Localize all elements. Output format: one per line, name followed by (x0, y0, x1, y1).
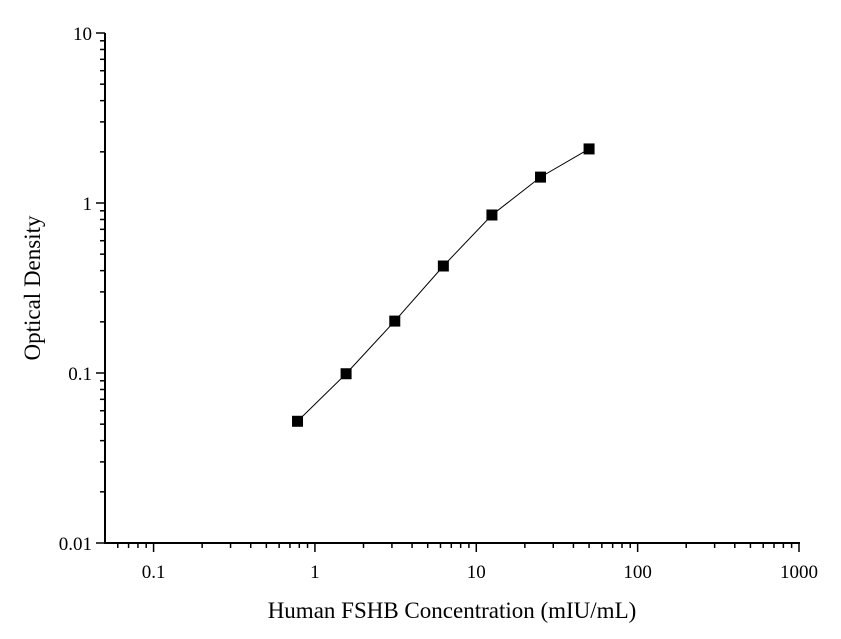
y-tick-label: 0.01 (59, 534, 92, 555)
x-tick-label: 1000 (780, 562, 818, 583)
x-tick-label: 10 (467, 562, 486, 583)
x-tick-label: 1 (310, 562, 320, 583)
data-point (389, 315, 401, 327)
y-axis-label: Optical Density (20, 215, 45, 360)
y-tick-label: 10 (73, 24, 92, 45)
data-point (292, 415, 304, 427)
series-line (297, 148, 590, 422)
x-tick-label: 0.1 (142, 562, 166, 583)
data-point (534, 171, 546, 183)
data-point (583, 143, 595, 155)
data-point (340, 368, 352, 380)
y-tick-label: 0.1 (68, 364, 92, 385)
data-point (437, 260, 449, 272)
y-tick-label: 1 (83, 194, 93, 215)
x-axis-label: Human FSHB Concentration (mIU/mL) (268, 598, 637, 623)
data-point (486, 209, 498, 221)
x-tick-label: 100 (623, 562, 652, 583)
